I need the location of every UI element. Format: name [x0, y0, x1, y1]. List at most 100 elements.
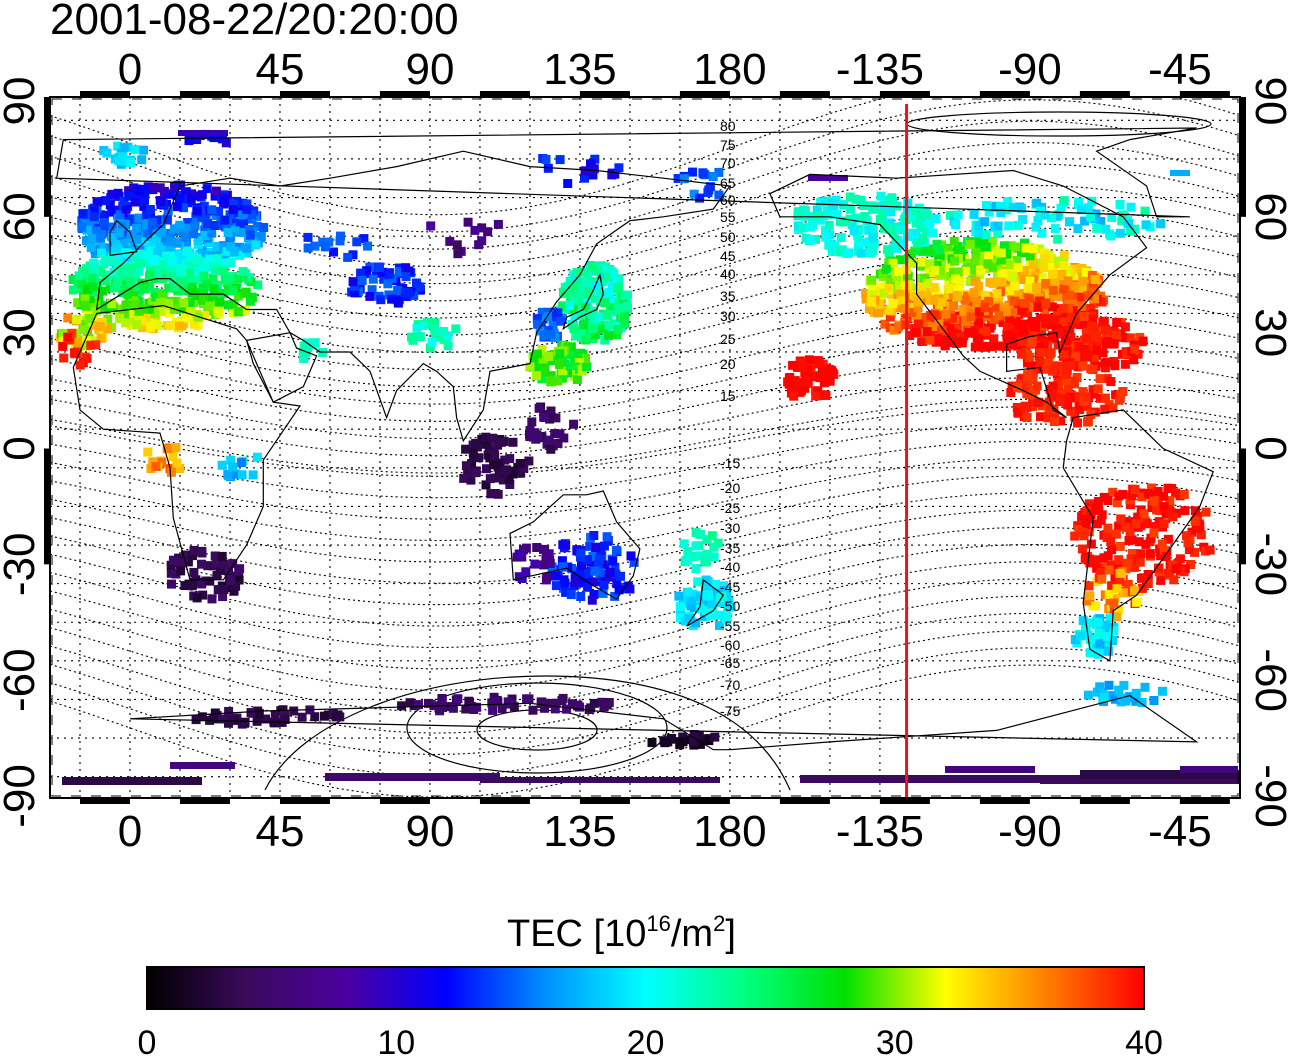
tec-cell [570, 311, 580, 321]
tec-cell [937, 297, 947, 307]
tec-cell [1107, 581, 1117, 591]
tec-cell [80, 215, 90, 225]
tec-cell [1004, 221, 1014, 231]
tec-cell [586, 703, 596, 713]
contour-label: -70 [720, 677, 740, 693]
tec-cell [1168, 512, 1178, 522]
tec-cell [943, 244, 953, 254]
tec-cell [863, 238, 873, 248]
tec-cell [599, 541, 609, 551]
tec-cell [1048, 285, 1058, 295]
tec-cell [184, 268, 194, 278]
tec-cell [172, 276, 182, 286]
coastline [129, 694, 1199, 751]
tec-cell [219, 194, 229, 204]
tec-cell [1114, 555, 1124, 565]
tec-cell [1070, 635, 1080, 644]
tec-cell [580, 267, 590, 277]
tec-cell [1102, 357, 1112, 367]
tec-cell [538, 354, 548, 364]
tec-cell [589, 531, 599, 540]
tec-cell [252, 452, 262, 462]
tec-cell [80, 325, 90, 334]
tec-cell [238, 210, 248, 220]
mag-contour [50, 398, 1239, 474]
tec-cell [875, 215, 885, 225]
tec-cell [987, 236, 997, 246]
tec-cell [570, 578, 580, 588]
tec-cell [1041, 279, 1051, 288]
tec-cell [204, 238, 214, 248]
tec-cell [116, 246, 125, 256]
tec-cell [593, 560, 603, 570]
tec-cell [1092, 687, 1102, 697]
tec-cell [126, 320, 136, 330]
tec-cell [481, 439, 491, 449]
tec-cell [474, 453, 484, 463]
tec-cell [105, 200, 115, 210]
tec-cell [1006, 388, 1016, 397]
tec-cell [559, 287, 568, 297]
tec-cell [930, 295, 940, 305]
tec-cell [1121, 696, 1131, 706]
tec-cell [303, 243, 313, 253]
tec-cell [1115, 200, 1125, 209]
tec-cell [1184, 545, 1194, 554]
tec-cell [493, 489, 503, 499]
tec-cell [198, 590, 208, 600]
tec-cell [187, 288, 197, 298]
tec-cell [1010, 296, 1020, 306]
tec-cell [166, 237, 176, 247]
tec-cell [1152, 505, 1162, 515]
tec-cell [587, 595, 597, 605]
tec-cell [180, 550, 190, 560]
tec-cell [496, 437, 506, 447]
tec-cell [1032, 336, 1042, 346]
tec-cell [503, 697, 513, 707]
tec-cell [58, 341, 68, 351]
graduation-bar [1179, 91, 1230, 96]
tec-cell [220, 258, 230, 268]
tec-cell [1120, 359, 1130, 369]
graduation-bar [879, 91, 930, 96]
tec-cell [1053, 361, 1062, 371]
lon-tick-label-top: -90 [998, 45, 1062, 94]
tec-cell [1084, 527, 1094, 537]
tec-cell [1115, 577, 1125, 586]
tec-cell [183, 557, 193, 567]
graduation-bar [1241, 97, 1246, 217]
tec-cell [1057, 389, 1067, 399]
tec-cell [912, 313, 922, 323]
tec-cell [223, 274, 233, 284]
tec-cell [623, 290, 632, 300]
tec-cell [917, 336, 927, 346]
tec-cell [1125, 517, 1135, 527]
tec-cell [1134, 537, 1144, 547]
tec-cell [153, 247, 162, 257]
tec-cell [1139, 509, 1149, 519]
tec-cell [1097, 510, 1107, 520]
tec-cell [1094, 323, 1104, 333]
tec-cell [471, 438, 481, 448]
tec-cell [139, 145, 148, 155]
tec-cell [821, 390, 831, 400]
tec-cell [205, 301, 215, 311]
tec-cell [688, 167, 697, 177]
tec-cell [1069, 306, 1079, 316]
south-pole-contour [406, 682, 668, 774]
tec-cell [134, 213, 144, 223]
contour-label: -55 [720, 618, 740, 634]
tec-cell [205, 254, 215, 264]
tec-cell [443, 341, 453, 351]
tec-cell [881, 264, 891, 274]
tec-cell [107, 299, 117, 309]
tec-cell [193, 266, 203, 276]
tec-cell [140, 284, 150, 294]
tec-cell [357, 276, 367, 285]
tec-cell [1030, 322, 1040, 332]
tec-cell [99, 210, 109, 220]
tec-cell [166, 251, 176, 261]
tec-cell [1131, 688, 1141, 698]
tec-cell [1099, 492, 1109, 502]
tec-cell [1063, 383, 1073, 393]
